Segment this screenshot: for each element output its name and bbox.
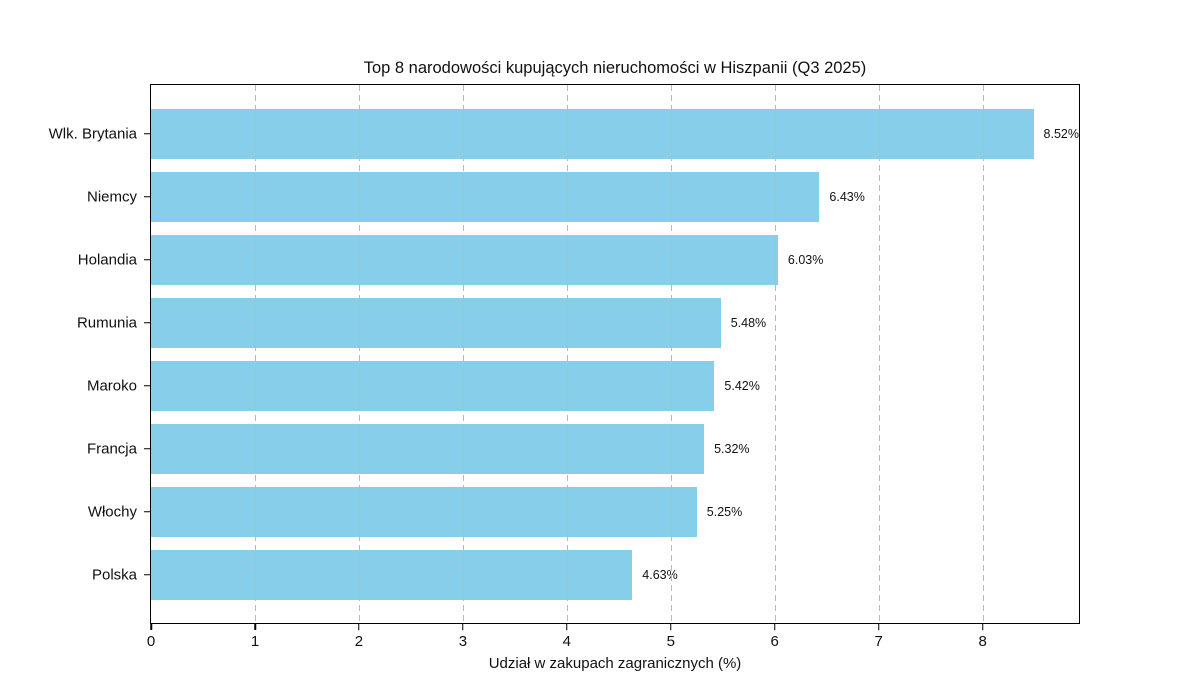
x-tick-mark — [670, 624, 672, 630]
y-tick-mark — [144, 447, 150, 450]
bar-3 — [151, 297, 721, 348]
x-tick-mark — [566, 624, 568, 630]
value-label-0: 8.52% — [1043, 126, 1079, 141]
y-tick-label-6: Włochy — [87, 503, 137, 520]
y-tick-label-0: Wlk. Brytania — [48, 125, 137, 142]
y-tick-mark — [144, 132, 150, 135]
bars-container: Wlk. Brytania 8.52% Niemcy 6.43% Holandia 6.0… — [49, 85, 1079, 623]
y-tick-mark — [144, 195, 150, 198]
bar-row: Wlk. Brytania 8.52% — [49, 102, 1079, 165]
value-label-5: 5.32% — [714, 441, 750, 456]
value-label-3: 5.48% — [730, 315, 767, 330]
y-tick-mark — [144, 573, 150, 576]
bar-row: Włochy 5.25% — [88, 480, 1079, 543]
y-tick-mark — [144, 321, 150, 324]
bar-2 — [151, 234, 778, 285]
value-label-4: 5.42% — [724, 378, 760, 393]
x-tick-label-1: 1 — [250, 633, 260, 650]
x-tick-mark — [150, 624, 152, 630]
chart-title: Top 8 narodowości kupujących nieruchomoś… — [363, 59, 867, 77]
x-tick-mark — [254, 624, 256, 630]
x-tick-label-2: 2 — [354, 633, 364, 650]
bar-1 — [151, 171, 820, 222]
x-tick-label-8: 8 — [978, 633, 987, 650]
bar-row: Francja 5.32% — [87, 417, 1079, 480]
x-tick-label-5: 5 — [666, 633, 675, 650]
x-tick-mark — [877, 624, 880, 630]
x-tick-mark — [773, 624, 776, 630]
plot-area: Top 8 narodowości kupujących nieruchomoś… — [49, 59, 1080, 672]
x-tick-label-3: 3 — [458, 633, 468, 650]
x-tick-label-6: 6 — [770, 633, 779, 650]
value-label-6: 5.25% — [706, 504, 743, 519]
bar-row: Maroko 5.42% — [87, 354, 1079, 417]
value-label-1: 6.43% — [829, 189, 865, 204]
x-tick-label-7: 7 — [874, 633, 883, 650]
y-tick-label-4: Maroko — [86, 377, 137, 394]
bar-4 — [151, 360, 715, 411]
x-tick-label-4: 4 — [562, 633, 571, 650]
bar-row: Polska 4.63% — [92, 543, 1079, 606]
y-tick-mark — [144, 510, 150, 513]
bar-row: Holandia 6.03% — [78, 228, 1079, 291]
y-tick-label-1: Niemcy — [86, 188, 137, 205]
x-tick-mark — [981, 624, 984, 630]
y-tick-mark — [144, 258, 150, 261]
x-tick-mark — [358, 624, 360, 630]
value-label-7: 4.63% — [642, 567, 678, 582]
bar-6 — [151, 486, 697, 537]
y-tick-label-3: Rumunia — [76, 314, 137, 331]
x-tick-label-0: 0 — [146, 633, 156, 650]
value-label-2: 6.03% — [787, 252, 824, 267]
bar-row: Niemcy 6.43% — [87, 165, 1079, 228]
x-tick-mark — [462, 624, 464, 630]
y-tick-label-2: Holandia — [77, 251, 137, 268]
y-tick-mark — [144, 384, 150, 387]
y-tick-label-7: Polska — [91, 566, 137, 583]
bar-row: Rumunia 5.48% — [77, 291, 1079, 354]
x-axis-label: Udział w zakupach zagranicznych (%) — [488, 655, 742, 672]
bar-0 — [151, 108, 1034, 159]
bar-7 — [151, 549, 633, 600]
bar-5 — [151, 423, 705, 474]
y-tick-label-5: Francja — [86, 440, 137, 457]
